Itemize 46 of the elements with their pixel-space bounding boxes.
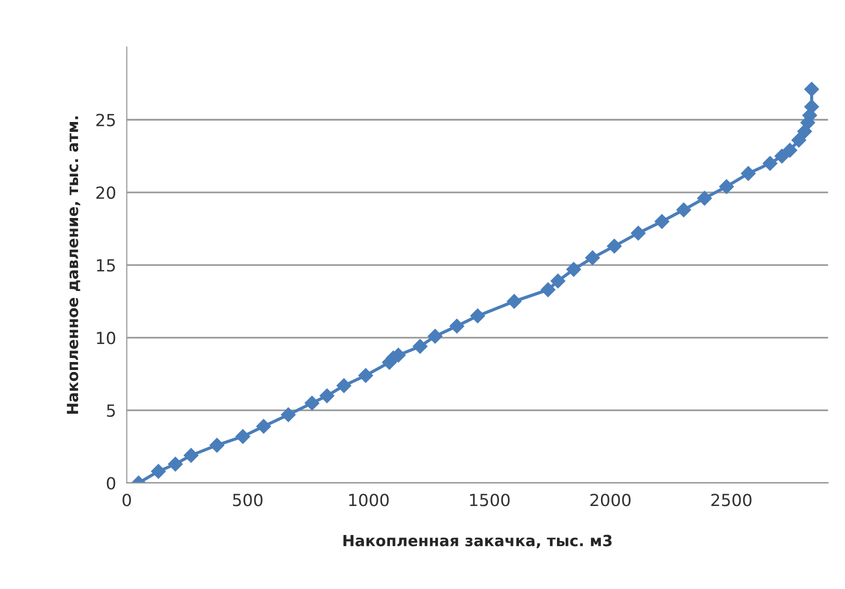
point bbox=[782, 142, 798, 158]
point bbox=[630, 226, 646, 240]
x-tick-label: 2000 bbox=[590, 494, 631, 506]
point bbox=[585, 250, 600, 266]
point bbox=[428, 328, 442, 344]
x-tick-label: 500 bbox=[233, 494, 262, 506]
y-tick-label: 15 bbox=[96, 259, 115, 272]
y-tick-label: 5 bbox=[107, 404, 115, 417]
point bbox=[151, 464, 166, 479]
point bbox=[470, 308, 486, 324]
point bbox=[168, 456, 183, 472]
x-axis-title: Накопленная закачка, тыс. м3 bbox=[343, 534, 612, 548]
point bbox=[774, 148, 790, 164]
point bbox=[235, 429, 250, 444]
point bbox=[719, 179, 734, 194]
point bbox=[566, 262, 582, 277]
point bbox=[184, 448, 198, 463]
point bbox=[304, 396, 320, 410]
point bbox=[791, 132, 806, 148]
x-tick-label: 1000 bbox=[349, 494, 389, 506]
point bbox=[256, 418, 272, 434]
x-tick-label: 1500 bbox=[470, 494, 510, 506]
point bbox=[540, 282, 556, 298]
point bbox=[676, 202, 692, 218]
y-tick-label: 0 bbox=[106, 476, 116, 490]
point bbox=[336, 378, 352, 394]
point bbox=[210, 438, 224, 453]
point bbox=[550, 274, 566, 288]
point bbox=[606, 238, 622, 254]
point bbox=[412, 339, 428, 354]
point bbox=[449, 318, 464, 334]
x-tick-label: 2500 bbox=[711, 494, 752, 506]
x-tick-label: 0 bbox=[122, 494, 131, 506]
y-tick-label: 10 bbox=[96, 332, 116, 344]
point bbox=[762, 156, 778, 171]
point bbox=[358, 368, 374, 383]
point bbox=[506, 294, 522, 309]
point bbox=[697, 190, 712, 206]
point bbox=[804, 82, 820, 97]
y-tick-label: 20 bbox=[96, 186, 116, 199]
point bbox=[280, 407, 296, 422]
point bbox=[654, 214, 670, 229]
y-tick-label: 25 bbox=[96, 114, 115, 126]
point bbox=[320, 388, 334, 404]
y-axis-title: Накопленное давление, тыс. атм. bbox=[66, 116, 80, 414]
point bbox=[740, 166, 756, 181]
